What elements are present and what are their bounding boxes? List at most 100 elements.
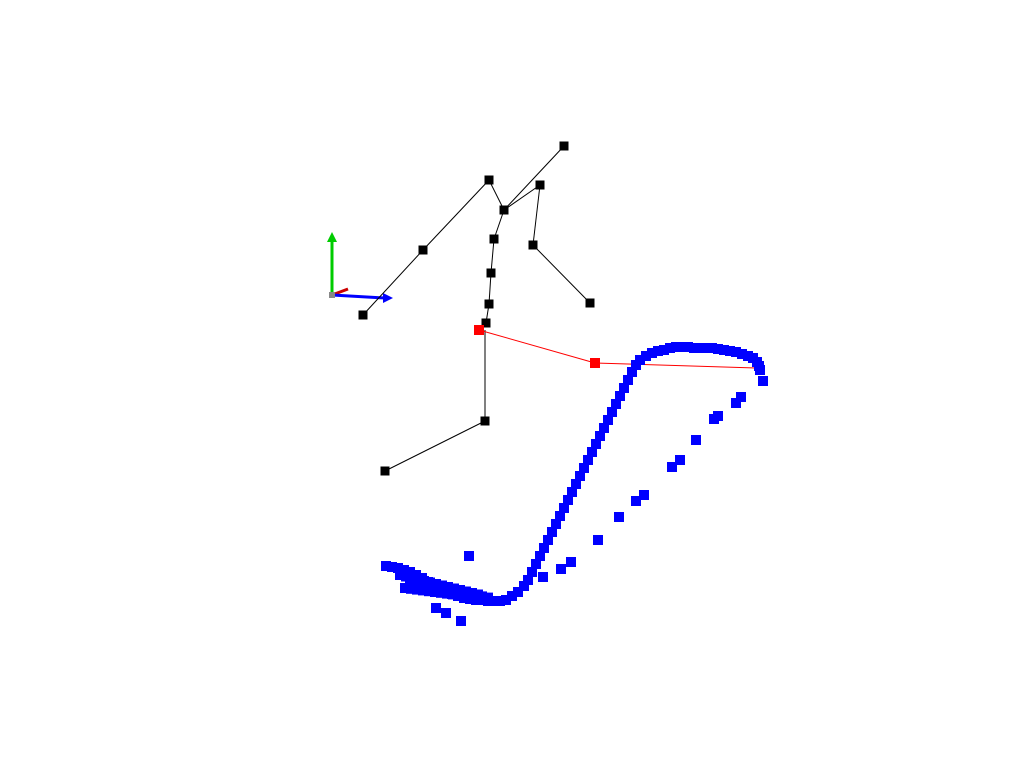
trajectory-point [631,496,641,506]
trajectory-point [535,551,545,561]
trajectory-point [539,543,549,553]
skeleton-joint [484,299,494,309]
trajectory-point [593,535,603,545]
trajectory-point [736,392,746,402]
trajectory-point [758,376,768,386]
trajectory-point [425,577,435,588]
bone-line [532,184,541,246]
trajectory-point [455,585,465,595]
trajectory-point [707,343,717,353]
trajectory-point [701,343,711,353]
trajectory-point [400,583,410,593]
trajectory-point [441,608,451,618]
trajectory-point [725,346,735,356]
trajectory-point [464,551,474,561]
trajectory-point [731,398,741,408]
trajectory-point [631,360,641,370]
bone-line [422,179,490,251]
trajectory-point [527,567,537,577]
bone-line [490,238,495,274]
trajectory-point [595,431,605,441]
trajectory-point [567,487,577,497]
bone-line [362,249,424,316]
trajectory-point [737,349,747,359]
trajectory-point [627,367,637,377]
trajectory-point [639,490,649,500]
trajectory-point [531,559,541,569]
trajectory-point [538,572,548,582]
skeleton-joint [528,240,538,250]
trajectory-point [437,580,447,591]
trajectory-point [713,344,723,354]
trajectory-point [599,423,609,433]
trajectory-point [431,579,441,589]
skeleton-joint [418,245,428,255]
trajectory-point [443,582,453,592]
y-axis-arrow-icon [327,232,337,242]
z-axis-arrow-icon [383,293,393,303]
bone-line [488,272,492,305]
skeleton-joint [358,310,368,320]
trajectory-point [406,583,416,594]
trajectory-point [641,351,651,361]
skeleton-joint [535,180,545,190]
trajectory-points [381,342,768,626]
trajectory-point [614,512,624,522]
selected-bone-line [594,362,757,369]
skeleton-joint [489,234,499,244]
trajectory-point [755,365,765,375]
skeleton-joint [486,268,496,278]
trajectory-point [675,455,685,465]
trajectory-point [683,342,693,352]
trajectory-point [555,511,565,521]
trajectory-point [709,414,719,424]
trajectory-point [393,563,403,573]
trajectory-point [571,479,581,489]
bone-line [503,145,565,211]
selected-joints [474,325,600,368]
trajectory-point [556,564,566,574]
selected-joint [474,325,484,335]
trajectory-point [543,535,553,545]
trajectory-point [424,586,434,597]
trajectory-point [418,585,428,596]
skeleton-joint [585,298,595,308]
trajectory-point [575,471,585,481]
trajectory-point [419,576,429,586]
trajectory-point [381,561,391,571]
trajectory-point [677,342,687,352]
trajectory-point [413,574,423,585]
trajectory-point [731,347,741,357]
skeleton-bones [362,145,591,472]
trajectory-point [623,375,633,385]
trajectory-point [615,391,625,401]
trajectory-point [387,562,397,572]
bone-line [503,184,541,211]
trajectory-point [619,383,629,393]
trajectory-point [519,581,529,591]
trajectory-point [603,415,613,425]
trajectory-point [559,503,569,513]
trajectory-point [407,573,417,583]
trajectory-point [653,346,663,356]
trajectory-point [719,345,729,355]
selected-bone-line [478,329,596,364]
z-axis-icon [331,293,386,300]
trajectory-point [449,583,459,594]
trajectory-point [412,584,422,595]
xyz-axes-icon [327,232,393,303]
trajectory-point [478,593,488,604]
trajectory-point [523,575,533,585]
trajectory-point [587,447,597,457]
trajectory-point [431,603,441,613]
trajectory-point [667,462,677,472]
trajectory-point [430,587,440,597]
trajectory-point [489,596,499,606]
skeleton-joint [559,141,569,151]
bone-line [488,179,505,211]
trajectory-point [495,596,505,606]
trajectory-point [395,570,405,580]
origin-icon [329,292,335,298]
